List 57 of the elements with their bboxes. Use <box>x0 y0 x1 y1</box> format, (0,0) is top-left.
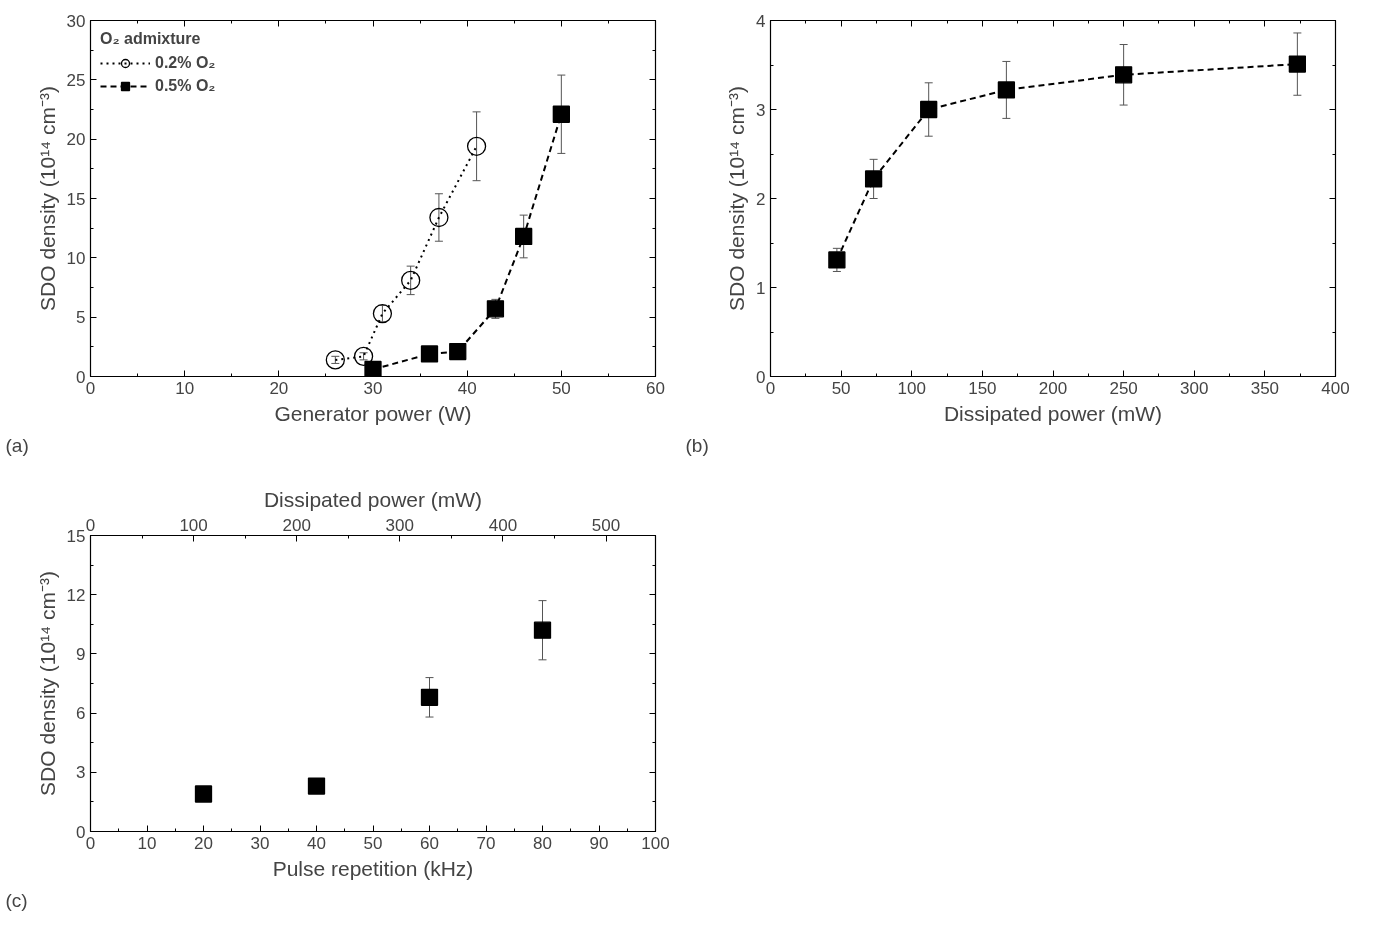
x2-tick-label: 500 <box>591 515 621 535</box>
y-axis-title: SDO density (10¹⁴ cm⁻³) <box>725 86 749 311</box>
x2-tick-label: 100 <box>179 515 208 535</box>
x-tick-label: 350 <box>1250 378 1280 398</box>
y-tick-label: 25 <box>66 70 86 90</box>
y-tick-label: 5 <box>76 308 86 328</box>
x-tick-label: 60 <box>420 833 439 853</box>
y-tick-label: 15 <box>66 189 86 209</box>
text: (a) <box>5 434 29 456</box>
x2-tick-label: 400 <box>488 515 518 535</box>
y-tick-label: 6 <box>76 704 86 724</box>
y-tick-label: 3 <box>76 763 86 783</box>
y-tick-label: 2 <box>756 189 766 209</box>
x-tick-label: 70 <box>476 833 496 853</box>
x-tick-label: 100 <box>897 378 926 398</box>
y-tick-label: 10 <box>66 248 86 268</box>
x2-axis-title: Dissipated power (mW) <box>263 487 483 511</box>
x-tick-label: 10 <box>175 378 195 398</box>
x-tick-label: 30 <box>363 378 383 398</box>
x-tick-label: 30 <box>250 833 270 853</box>
legend-label: 0.2% O₂ <box>155 54 216 72</box>
x-tick-label: 40 <box>307 833 326 853</box>
y-tick-label: 1 <box>756 278 766 298</box>
x-tick-label: 50 <box>831 378 851 398</box>
x-tick-label: 50 <box>551 378 571 398</box>
text: (c) <box>5 889 28 911</box>
x-tick-label: 100 <box>641 833 670 853</box>
x-tick-label: 150 <box>968 378 997 398</box>
y-tick-label: 3 <box>756 100 766 120</box>
x-tick-label: 50 <box>363 833 383 853</box>
x2-tick-label: 200 <box>282 515 311 535</box>
y-tick-label: 15 <box>66 526 86 546</box>
legend-label: 0.5% O₂ <box>155 77 216 95</box>
x-tick-label: 20 <box>269 378 289 398</box>
x-tick-label: 20 <box>194 833 213 853</box>
x-axis-title: Generator power (W) <box>274 401 472 425</box>
x-tick-label: 40 <box>457 378 477 398</box>
x-tick-label: 200 <box>1038 378 1068 398</box>
text: (b) <box>685 434 709 456</box>
y-tick-label: 12 <box>66 585 86 605</box>
y-tick-label: 20 <box>66 130 86 150</box>
x-tick-label: 400 <box>1321 378 1350 398</box>
x-tick-label: 10 <box>137 833 157 853</box>
y-axis-title: SDO density (10¹⁴ cm⁻³) <box>35 571 59 796</box>
legend-title: O₂ admixture <box>100 30 202 48</box>
y-tick-label: 4 <box>756 11 766 31</box>
x-tick-label: 250 <box>1109 378 1138 398</box>
y-axis-title: SDO density (10¹⁴ cm⁻³) <box>35 86 59 311</box>
y-tick-label: 30 <box>66 11 86 31</box>
x-tick-label: 300 <box>1180 378 1209 398</box>
x-tick-label: 80 <box>533 833 552 853</box>
x-axis-title: Dissipated power (mW) <box>943 401 1163 425</box>
x2-tick-label: 300 <box>385 515 414 535</box>
x-tick-label: 90 <box>589 833 609 853</box>
x-axis-title: Pulse repetition (kHz) <box>272 856 474 880</box>
y-tick-label: 9 <box>76 644 86 664</box>
x-tick-label: 60 <box>646 378 665 398</box>
